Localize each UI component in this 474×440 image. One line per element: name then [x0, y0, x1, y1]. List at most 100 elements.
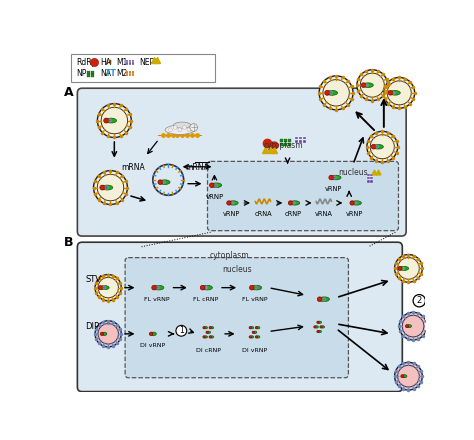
- Bar: [330, 92, 332, 94]
- Ellipse shape: [256, 326, 260, 329]
- Circle shape: [97, 103, 131, 137]
- Circle shape: [252, 331, 255, 334]
- Circle shape: [98, 324, 118, 344]
- Circle shape: [249, 326, 251, 329]
- Bar: [91, 71, 93, 74]
- Circle shape: [413, 295, 426, 307]
- Ellipse shape: [101, 185, 113, 190]
- Circle shape: [405, 325, 409, 328]
- Ellipse shape: [321, 326, 325, 328]
- Bar: [126, 74, 128, 76]
- Circle shape: [401, 375, 404, 378]
- Circle shape: [288, 201, 292, 205]
- Ellipse shape: [207, 331, 210, 334]
- Text: DIP: DIP: [85, 322, 99, 330]
- Ellipse shape: [250, 326, 254, 329]
- Circle shape: [178, 128, 182, 132]
- Ellipse shape: [290, 201, 300, 205]
- Circle shape: [206, 331, 208, 334]
- Circle shape: [255, 326, 257, 329]
- Circle shape: [319, 76, 353, 110]
- Text: NEP: NEP: [140, 58, 155, 66]
- Bar: [129, 60, 131, 62]
- Circle shape: [203, 326, 205, 329]
- Circle shape: [350, 201, 354, 205]
- Ellipse shape: [256, 336, 260, 338]
- Bar: [299, 137, 302, 139]
- Circle shape: [93, 171, 128, 205]
- Circle shape: [402, 315, 424, 337]
- Circle shape: [98, 278, 118, 298]
- Ellipse shape: [151, 332, 156, 336]
- Circle shape: [227, 201, 231, 205]
- Ellipse shape: [402, 375, 407, 378]
- Bar: [295, 140, 298, 143]
- Ellipse shape: [102, 332, 107, 335]
- Bar: [109, 119, 111, 122]
- Bar: [126, 71, 128, 73]
- Circle shape: [387, 81, 411, 105]
- Bar: [367, 174, 370, 176]
- Bar: [334, 176, 336, 179]
- Bar: [129, 74, 131, 76]
- Circle shape: [99, 286, 102, 290]
- Circle shape: [399, 312, 427, 340]
- Bar: [157, 286, 159, 289]
- Ellipse shape: [363, 83, 374, 88]
- Circle shape: [209, 326, 211, 329]
- Text: vRNA: vRNA: [315, 212, 333, 217]
- Ellipse shape: [106, 118, 117, 123]
- Circle shape: [317, 321, 319, 323]
- Bar: [376, 146, 378, 148]
- Text: mRNA: mRNA: [186, 163, 210, 172]
- Ellipse shape: [330, 175, 341, 180]
- Text: RdRp: RdRp: [76, 58, 96, 66]
- Circle shape: [395, 363, 422, 390]
- Circle shape: [190, 124, 198, 131]
- Circle shape: [323, 80, 349, 106]
- Text: mRNA: mRNA: [122, 163, 146, 172]
- Circle shape: [329, 175, 333, 180]
- Bar: [280, 143, 283, 146]
- Ellipse shape: [407, 325, 411, 328]
- Circle shape: [317, 330, 319, 333]
- Ellipse shape: [352, 201, 361, 205]
- Circle shape: [370, 135, 394, 159]
- FancyBboxPatch shape: [77, 88, 406, 236]
- Bar: [284, 143, 287, 146]
- Circle shape: [158, 180, 163, 184]
- Circle shape: [361, 83, 366, 88]
- Bar: [355, 202, 357, 204]
- Text: DI cRNP: DI cRNP: [196, 348, 221, 353]
- Ellipse shape: [373, 144, 383, 149]
- Ellipse shape: [315, 326, 319, 328]
- Text: vRNP: vRNP: [205, 194, 224, 200]
- Bar: [303, 140, 306, 143]
- Bar: [402, 267, 404, 270]
- Circle shape: [395, 254, 422, 282]
- Bar: [105, 186, 108, 189]
- Bar: [280, 139, 283, 142]
- Text: FL cRNP: FL cRNP: [192, 297, 218, 302]
- Ellipse shape: [318, 321, 321, 323]
- Bar: [370, 177, 373, 180]
- Circle shape: [367, 131, 398, 162]
- Circle shape: [176, 326, 187, 336]
- Text: STV: STV: [85, 275, 101, 284]
- Bar: [132, 71, 134, 73]
- Bar: [370, 180, 373, 183]
- Bar: [129, 71, 131, 73]
- Circle shape: [97, 174, 124, 201]
- Circle shape: [371, 144, 376, 149]
- Circle shape: [250, 286, 254, 290]
- Circle shape: [325, 90, 329, 95]
- Text: HA: HA: [100, 58, 111, 66]
- Circle shape: [398, 257, 419, 279]
- Ellipse shape: [204, 336, 208, 338]
- Circle shape: [104, 118, 109, 123]
- Ellipse shape: [390, 91, 400, 95]
- Ellipse shape: [202, 286, 212, 290]
- Bar: [109, 60, 111, 64]
- Circle shape: [388, 91, 393, 95]
- Bar: [288, 139, 291, 142]
